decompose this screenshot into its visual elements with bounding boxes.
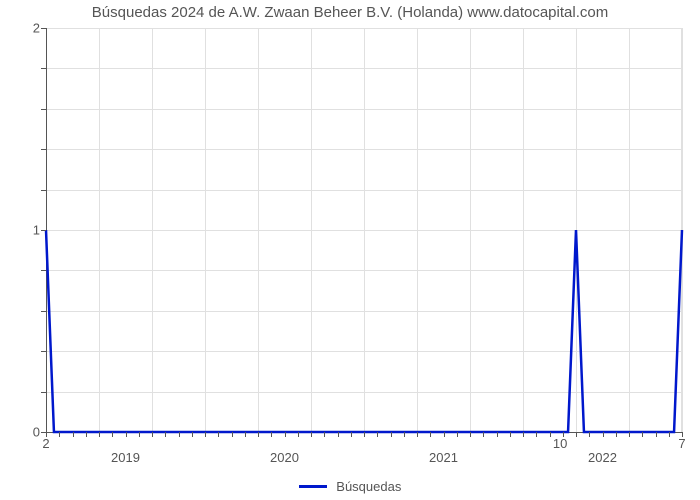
x-minor-tick [457,432,458,437]
x-minor-tick [603,432,604,437]
x-minor-tick [364,432,365,437]
plot-area [46,28,682,432]
y-minor-tick [41,230,46,231]
x-minor-tick [589,432,590,437]
x-minor-tick [152,432,153,437]
x-minor-tick [205,432,206,437]
x-minor-tick [73,432,74,437]
x-minor-tick [285,432,286,437]
x-minor-tick [139,432,140,437]
x-minor-tick [218,432,219,437]
grid-line-vertical [682,28,683,432]
x-minor-tick [430,432,431,437]
x-minor-tick [86,432,87,437]
x-minor-tick [404,432,405,437]
x-minor-tick [338,432,339,437]
y-tick-label: 2 [20,21,40,36]
y-minor-tick [41,109,46,110]
legend-label: Búsquedas [336,479,401,494]
x-minor-tick [523,432,524,437]
x-minor-tick [656,432,657,437]
y-minor-tick [41,311,46,312]
y-tick-label: 1 [20,223,40,238]
legend-swatch [299,485,327,488]
y-minor-tick [41,270,46,271]
y-minor-tick [41,68,46,69]
x-tick-label: 2019 [111,450,140,465]
x-minor-tick [550,432,551,437]
x-end-label: 7 [678,436,685,451]
x-minor-tick [391,432,392,437]
x-minor-tick [536,432,537,437]
x-minor-tick [232,432,233,437]
y-minor-tick [41,149,46,150]
x-minor-tick [271,432,272,437]
x-end-label: 2 [42,436,49,451]
y-minor-tick [41,28,46,29]
x-minor-tick [112,432,113,437]
x-tick-label: 2022 [588,450,617,465]
x-minor-tick [298,432,299,437]
legend: Búsquedas [0,478,700,494]
x-tick-label: 2020 [270,450,299,465]
y-tick-label: 0 [20,425,40,440]
series-line [46,28,682,432]
x-minor-tick [258,432,259,437]
x-minor-tick [417,432,418,437]
x-minor-tick [126,432,127,437]
x-minor-tick [179,432,180,437]
x-minor-tick [616,432,617,437]
y-minor-tick [41,392,46,393]
x-minor-tick [629,432,630,437]
x-minor-tick [497,432,498,437]
x-minor-tick [510,432,511,437]
x-minor-tick [351,432,352,437]
x-minor-tick [192,432,193,437]
x-end-label: 10 [553,436,567,451]
x-minor-tick [324,432,325,437]
x-minor-tick [99,432,100,437]
x-minor-tick [444,432,445,437]
x-minor-tick [669,432,670,437]
x-minor-tick [576,432,577,437]
x-minor-tick [245,432,246,437]
x-minor-tick [165,432,166,437]
x-minor-tick [59,432,60,437]
x-tick-label: 2021 [429,450,458,465]
x-minor-tick [377,432,378,437]
x-minor-tick [483,432,484,437]
y-minor-tick [41,351,46,352]
x-minor-tick [642,432,643,437]
chart-title: Búsquedas 2024 de A.W. Zwaan Beheer B.V.… [0,4,700,21]
chart-container: Búsquedas 2024 de A.W. Zwaan Beheer B.V.… [0,0,700,500]
y-minor-tick [41,190,46,191]
x-minor-tick [311,432,312,437]
x-minor-tick [470,432,471,437]
